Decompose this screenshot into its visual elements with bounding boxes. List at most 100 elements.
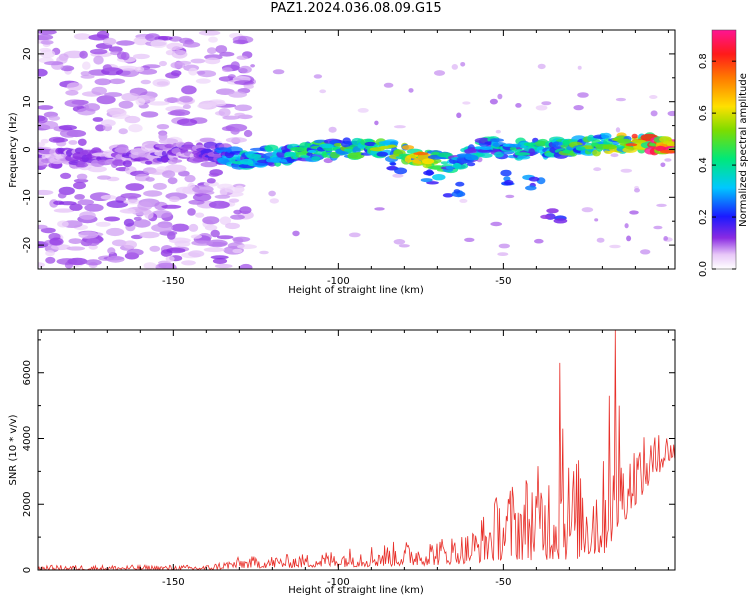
noise-blob	[44, 61, 64, 66]
ridge-core	[562, 139, 570, 146]
branch-blob	[525, 185, 537, 191]
noise-blob	[78, 231, 99, 239]
ridge-blob	[376, 151, 389, 157]
noise-blob	[79, 211, 96, 220]
noise-blob	[219, 216, 231, 225]
noise-blob	[134, 66, 145, 73]
snr-xtick-label: -150	[162, 577, 185, 588]
ridge-core	[387, 144, 397, 148]
noise-blob	[48, 115, 61, 121]
faint-blob	[535, 105, 548, 111]
noise-blob	[52, 137, 68, 143]
noise-blob	[84, 203, 104, 212]
faint-blob	[460, 62, 466, 67]
noise-blob	[161, 204, 182, 209]
faint-blob	[615, 97, 627, 102]
faint-blob	[534, 238, 544, 244]
noise-blob	[238, 65, 252, 74]
noise-blob	[243, 84, 254, 89]
noise-blob	[208, 36, 218, 43]
snr-ytick-label: 0	[22, 567, 33, 573]
branch-blob	[553, 218, 568, 224]
noise-blob	[60, 172, 72, 179]
noise-blob	[135, 98, 146, 106]
ridge-blob	[364, 138, 374, 143]
noise-blob	[214, 263, 233, 269]
noise-blob	[181, 85, 197, 95]
noise-blob	[166, 42, 184, 51]
noise-blob	[167, 111, 186, 116]
noise-blob	[68, 140, 78, 145]
ridge-core	[300, 155, 310, 159]
faint-blob	[649, 95, 658, 99]
faint-blob	[594, 218, 599, 222]
noise-blob	[140, 111, 159, 118]
noise-blob	[207, 47, 217, 54]
noise-blob	[152, 182, 167, 190]
ridge-core	[631, 139, 647, 144]
ridge-blob	[401, 145, 415, 150]
noise-blob	[133, 219, 151, 228]
noise-blob	[200, 161, 218, 168]
branch-blob	[442, 193, 454, 198]
noise-blob	[195, 78, 211, 84]
faint-blob	[272, 69, 285, 75]
noise-blob	[191, 240, 214, 246]
ridge-core	[284, 151, 297, 157]
noise-blob	[160, 249, 173, 257]
noise-blob	[125, 183, 145, 191]
noise-blob	[133, 36, 149, 46]
noise-blob	[208, 172, 220, 177]
ridge-blob	[112, 159, 126, 166]
noise-blob	[215, 45, 228, 54]
noise-blob	[68, 238, 83, 245]
noise-blob	[49, 237, 64, 246]
snr-ytick-label: 4000	[22, 426, 33, 451]
noise-blob	[187, 208, 196, 216]
spectrogram-ylabel: Frequency (Hz)	[8, 112, 19, 188]
noise-blob	[123, 240, 137, 249]
colorbar-tick-label: 0.6	[698, 105, 709, 121]
ridge-blob	[517, 155, 531, 160]
faint-blob	[269, 198, 279, 204]
ridge-blob	[467, 162, 476, 167]
faint-blob	[234, 112, 246, 117]
noise-blob	[145, 177, 155, 182]
ridge-blob	[494, 151, 504, 158]
noise-blob	[63, 50, 85, 59]
noise-blob	[90, 48, 108, 55]
faint-blob	[497, 93, 503, 100]
noise-blob	[150, 39, 168, 48]
faint-blob	[581, 207, 594, 213]
noise-blob	[93, 55, 104, 65]
noise-blob	[197, 103, 212, 109]
noise-blob	[108, 46, 123, 53]
noise-blob	[203, 247, 225, 253]
snr-ticks: -150 -100 -50 0 2000 4000 6000	[22, 330, 675, 588]
noise-blob	[39, 47, 52, 53]
ridge-core	[290, 147, 305, 152]
snr-line	[38, 330, 675, 570]
noise-blob	[206, 239, 228, 248]
snr-ylabel: SNR (10 * v/v)	[8, 414, 19, 485]
spectrogram-ytick-label: 20	[22, 48, 33, 61]
faint-blob	[357, 108, 369, 113]
noise-blob	[38, 189, 54, 196]
spectrogram-ytick-label: 10	[22, 95, 33, 108]
faint-blob	[515, 103, 522, 108]
faint-blob	[629, 210, 639, 215]
ridge-blob	[264, 144, 279, 152]
noise-blob	[40, 138, 49, 144]
noise-blob	[234, 185, 245, 193]
noise-blob	[158, 138, 178, 145]
colorbar: 0.0 0.2 0.4 0.6 0.8 Normalized spectral ampl…	[698, 29, 749, 277]
noise-blob	[188, 250, 205, 258]
faint-blob	[541, 101, 552, 106]
ridge-blob	[171, 159, 183, 163]
colorbar-tick-label: 0.8	[698, 53, 709, 69]
noise-blob	[192, 193, 212, 202]
ridge-core	[422, 158, 435, 165]
faint-blob	[328, 126, 337, 133]
noise-blob	[165, 255, 175, 262]
